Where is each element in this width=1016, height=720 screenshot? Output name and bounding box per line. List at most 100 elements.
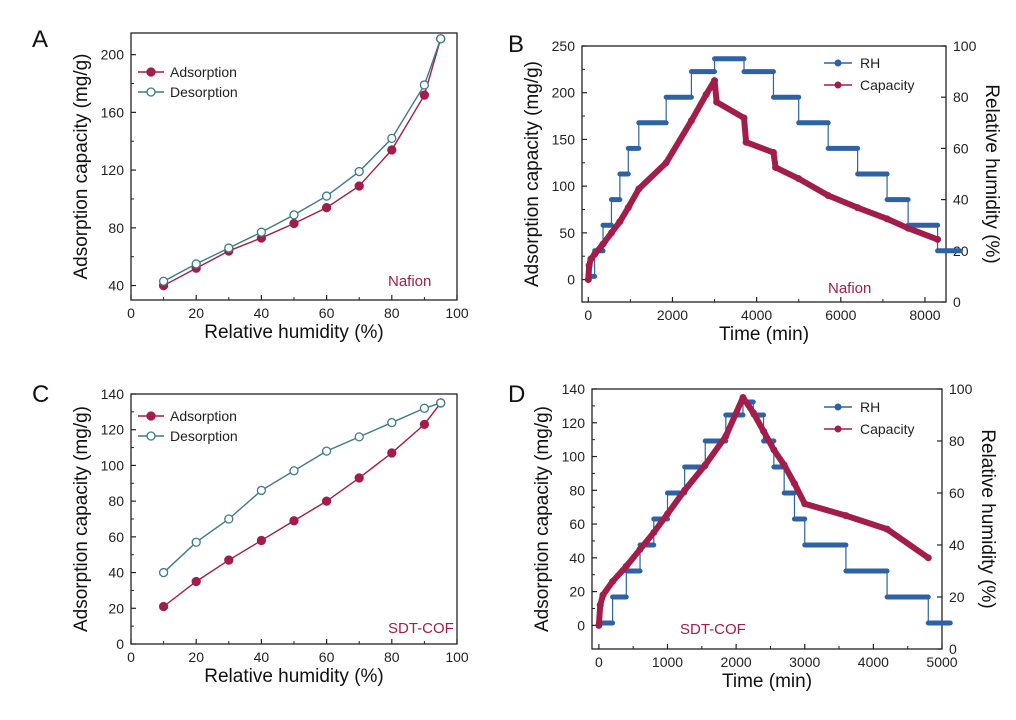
legend-label-capacity: Capacity: [860, 77, 914, 93]
x-axis-title: Relative humidity (%): [204, 322, 384, 343]
point-desorption: [224, 243, 234, 253]
capacity-point: [701, 461, 709, 469]
y-tick-label: 0: [577, 617, 585, 633]
legend-label-desorption: Desorption: [170, 84, 238, 100]
y-tick-label: 80: [108, 493, 124, 509]
point-adsorption: [191, 576, 201, 587]
point-desorption: [224, 514, 234, 524]
legend-marker: [834, 403, 842, 411]
point-desorption: [191, 537, 201, 547]
y-tick-label: 20: [108, 600, 124, 616]
legend-marker: [146, 431, 156, 441]
capacity-point: [702, 91, 710, 99]
y-tick-label: 0: [116, 636, 124, 652]
x-tick-label: 4000: [858, 654, 889, 670]
y-tick-label: 100: [552, 178, 576, 194]
capacity-point: [650, 529, 658, 537]
x-tick-label: 0: [127, 649, 135, 665]
panel-D: D0 1000 2000 3000 4000 5000020406080100120140…: [508, 381, 998, 692]
point-adsorption: [321, 496, 332, 506]
point-adsorption: [321, 202, 332, 213]
y-tick-label: 120: [101, 422, 125, 438]
legend-marker: [834, 81, 842, 89]
x-tick-label: 20: [188, 305, 204, 321]
y-tick-label: 150: [552, 131, 576, 147]
x-tick-label: 5000: [926, 654, 957, 670]
x-tick-label: 20: [188, 649, 204, 665]
capacity-point: [780, 461, 788, 469]
y2-tick-label: 0: [949, 641, 957, 657]
point-desorption: [256, 485, 267, 496]
point-desorption: [256, 227, 267, 237]
x-tick-label: 80: [384, 649, 400, 665]
capacity-point: [842, 512, 850, 520]
point-desorption: [289, 466, 299, 476]
panel-C: C 0 20 40 60 80 100 0 20 40 60 80 100 120 140 Relative …: [32, 381, 469, 687]
capacity-point: [742, 138, 750, 146]
point-adsorption: [419, 419, 430, 430]
capacity-point: [934, 235, 942, 243]
y-axis-title: Adsorption capacity (mg/g): [532, 406, 553, 632]
panel-letter: A: [32, 26, 48, 53]
capacity-point: [607, 229, 615, 237]
point-desorption: [387, 133, 397, 144]
capacity-curve: [585, 77, 941, 283]
capacity-point: [609, 577, 617, 585]
point-adsorption: [354, 473, 364, 483]
capacity-point: [663, 510, 671, 518]
y2-tick-label: 40: [953, 192, 969, 208]
capacity-point: [585, 262, 593, 270]
sample-annotation: Nafion: [828, 280, 871, 297]
y-axis-title: Adsorption capacity (mg/g): [71, 54, 92, 280]
capacity-point: [635, 185, 643, 193]
capacity-point: [587, 255, 595, 263]
point-adsorption: [158, 601, 169, 612]
point-adsorption: [387, 448, 397, 458]
sample-annotation: SDT-COF: [388, 620, 454, 637]
x-tick-label: 2000: [721, 654, 752, 670]
point-desorption: [419, 80, 430, 90]
point-adsorption: [289, 516, 299, 526]
point-desorption: [354, 432, 364, 442]
capacity-point: [772, 163, 780, 171]
panel-A: A 0 20 40 60 80 100 40 80 120 160 200 Relative humid…: [32, 26, 469, 343]
y-tick-label: 50: [559, 225, 575, 241]
point-desorption: [321, 446, 332, 456]
y-tick-label: 40: [108, 278, 124, 294]
capacity-point: [596, 601, 604, 609]
legend-marker: [146, 87, 156, 97]
point-desorption: [419, 403, 430, 413]
x-tick-label: 1000: [652, 654, 683, 670]
y-tick-label: 60: [108, 529, 124, 545]
y2-tick-label: 80: [953, 89, 969, 105]
point-desorption: [387, 417, 397, 428]
capacity-point: [722, 432, 730, 440]
point-adsorption: [224, 555, 234, 565]
point-desorption: [436, 34, 446, 44]
capacity-point: [687, 117, 695, 125]
y2-axis-title: Relative humidity (%): [977, 429, 998, 609]
legend-label-rh: RH: [860, 399, 880, 415]
y-tick-label: 120: [101, 162, 125, 178]
legend-label-rh: RH: [860, 55, 880, 71]
point-desorption: [436, 398, 446, 408]
x-tick-label: 4000: [741, 307, 772, 323]
legend-label-adsorption: Adsorption: [170, 64, 237, 80]
plot-frame: [591, 388, 943, 650]
point-desorption: [354, 166, 364, 177]
x-tick-label: 6000: [825, 307, 856, 323]
capacity-point: [584, 276, 592, 284]
x-axis-title: Time (min): [722, 671, 812, 692]
capacity-point: [622, 562, 630, 570]
legend-marker: [834, 59, 842, 67]
capacity-point: [769, 149, 777, 157]
y2-tick-label: 0: [953, 294, 961, 310]
x-tick-label: 0: [127, 305, 135, 321]
capacity-point: [854, 204, 862, 212]
y-tick-label: 250: [552, 38, 576, 54]
capacity-point: [662, 159, 670, 167]
capacity-point: [883, 525, 891, 533]
y-tick-label: 160: [101, 104, 125, 120]
series-line-adsorption: [163, 402, 442, 608]
capacity-point: [739, 393, 747, 401]
